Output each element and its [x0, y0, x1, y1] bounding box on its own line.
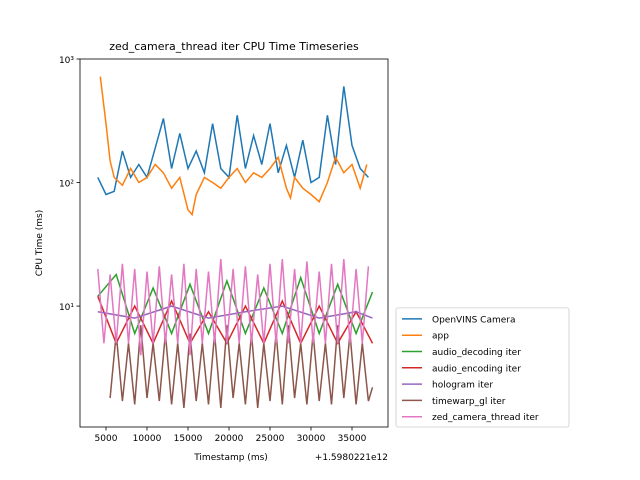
series-line [97, 296, 374, 346]
legend-label: app [432, 332, 449, 342]
legend-label: audio_encoding iter [432, 364, 521, 374]
x-tick-label: 30000 [297, 434, 326, 444]
y-axis-label: CPU Time (ms) [35, 210, 45, 277]
axes-frame [79, 58, 389, 428]
y-tick-label: 10¹ [59, 303, 74, 313]
legend-label: hologram iter [432, 381, 493, 391]
series-line [97, 305, 373, 319]
x-tick-label: 10000 [133, 434, 162, 444]
series-line [99, 76, 368, 217]
legend-label: OpenVINS Camera [432, 315, 515, 325]
series-line [97, 86, 369, 196]
series-line [97, 259, 370, 356]
plot-area [97, 76, 374, 408]
x-tick-label: 15000 [174, 434, 203, 444]
x-tick-label: 35000 [338, 434, 367, 444]
y-tick-label: 10² [59, 180, 74, 190]
x-tick-label: 25000 [256, 434, 285, 444]
x-tick-label: 5000 [95, 434, 118, 444]
y-tick-label: 10³ [59, 56, 74, 66]
series-line [109, 325, 374, 408]
legend-box [395, 307, 570, 428]
x-offset-label: +1.5980221e12 [315, 453, 388, 463]
chart-title: zed_camera_thread iter CPU Time Timeseri… [109, 40, 359, 53]
legend-label: timewarp_gl iter [432, 397, 506, 407]
x-axis-label: Timestamp (ms) [193, 453, 268, 463]
x-tick-label: 20000 [215, 434, 244, 444]
legend-label: audio_decoding iter [432, 348, 521, 358]
legend-label: zed_camera_thread iter [432, 413, 539, 423]
